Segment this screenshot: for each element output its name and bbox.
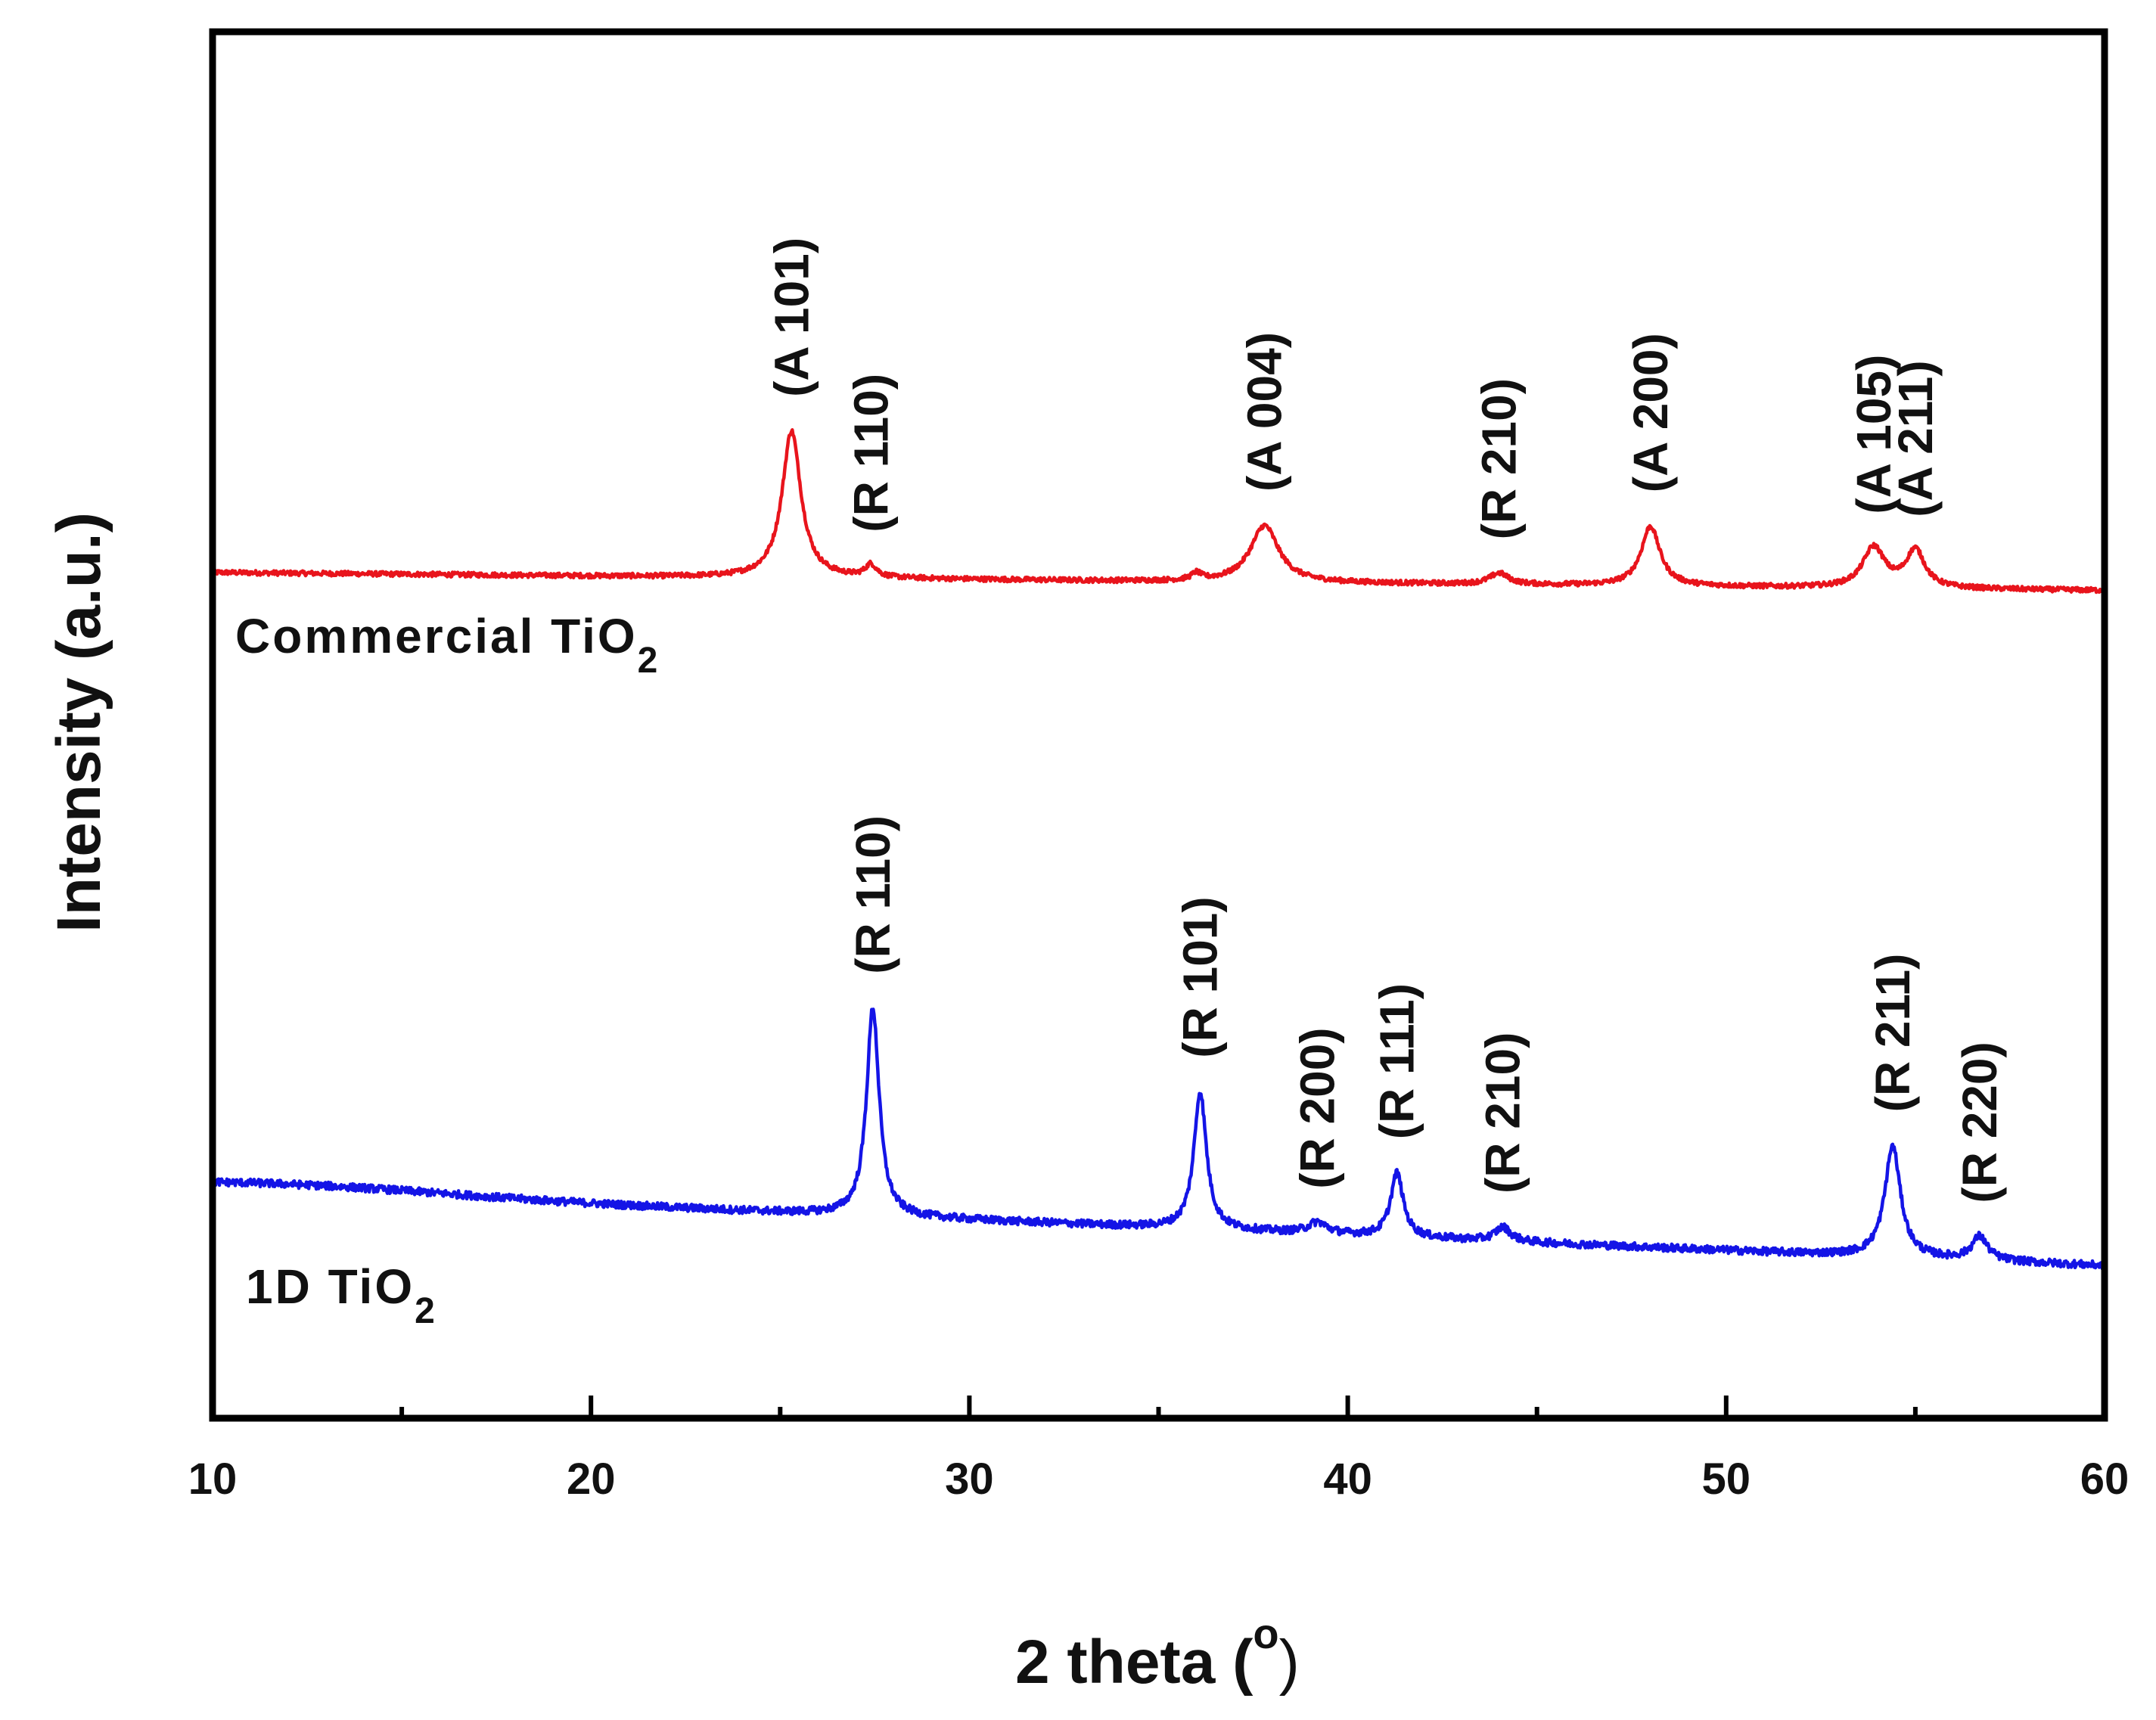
peak-label: (R 210) [1476,1032,1530,1194]
x-axis-ticks: 10 20 30 40 50 60 [188,1396,2130,1504]
peak-label: (R 210) [1472,378,1527,539]
x-tick-label: 10 [188,1455,238,1504]
commercial-tio2-label: Commercial TiO2 [235,609,660,681]
peak-label: (R 211) [1866,954,1920,1113]
x-tick-label: 40 [1323,1455,1372,1504]
peak-label: (A 211) [1888,360,1943,517]
peak-label: (A 105) [1847,355,1901,514]
x-tick-label: 30 [945,1455,994,1504]
peak-label: (R 220) [1953,1042,2007,1203]
1d-tio2-line [210,1007,2107,1271]
x-tick-label: 60 [2080,1455,2130,1504]
peak-label: (R 111) [1370,983,1424,1139]
plot-frame [209,28,2108,1422]
peak-label: (A 101) [764,238,819,397]
peak-label-layer: (A 101) (R 110) (A 004) (R 210) (A 200) (A 10… [764,238,2007,1203]
y-axis-label: Intensity (a.u.) [45,512,113,933]
x-axis-label-main: 2 theta ( [1015,1628,1254,1697]
x-axis-label: 2 theta (o) [1015,1610,1300,1697]
series-layer [210,428,2107,1271]
x-axis-label-close: ) [1279,1628,1300,1697]
x-tick-label: 50 [1702,1455,1751,1504]
x-tick-label: 20 [567,1455,616,1504]
x-axis-label-unit: o [1253,1610,1278,1657]
peak-label: (A 004) [1238,332,1292,492]
commercial-tio2-line [210,428,2106,595]
peak-label: (A 200) [1623,333,1678,492]
1d-tio2-label: 1D TiO2 [246,1259,437,1331]
series-label-layer: Commercial TiO2 1D TiO2 [235,609,660,1331]
peak-label: (R 200) [1291,1027,1345,1188]
peak-label: (R 110) [846,815,900,974]
peak-label: (R 110) [843,374,898,532]
peak-label: (R 101) [1173,896,1228,1057]
